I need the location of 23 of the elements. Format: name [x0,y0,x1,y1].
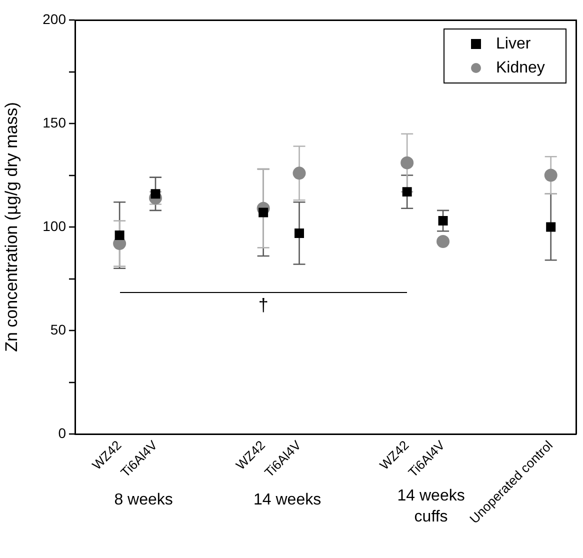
point [400,156,414,170]
y-tick-label: 200 [42,10,66,27]
point [544,168,558,182]
y-tick-label: 50 [50,321,66,338]
legend-label: Kidney [496,59,545,76]
point [150,189,160,199]
y-tick-label: 150 [42,114,66,130]
legend-label: Liver [496,35,532,52]
point [402,187,412,197]
point [292,166,306,180]
point [436,234,450,248]
point [114,230,124,240]
y-tick-label: 100 [42,218,66,234]
text: 14 weeks cuffs [397,487,465,526]
text: 8 weeks [114,491,173,508]
y-tick-label: 0 [58,424,66,441]
annotation: † [258,295,268,316]
point [546,222,556,232]
text: 14 weeks [253,491,322,508]
y-axis-title: Zn concentration (µg/g dry mass) [2,102,21,352]
point [294,228,304,238]
point [438,216,448,226]
point [258,208,268,218]
